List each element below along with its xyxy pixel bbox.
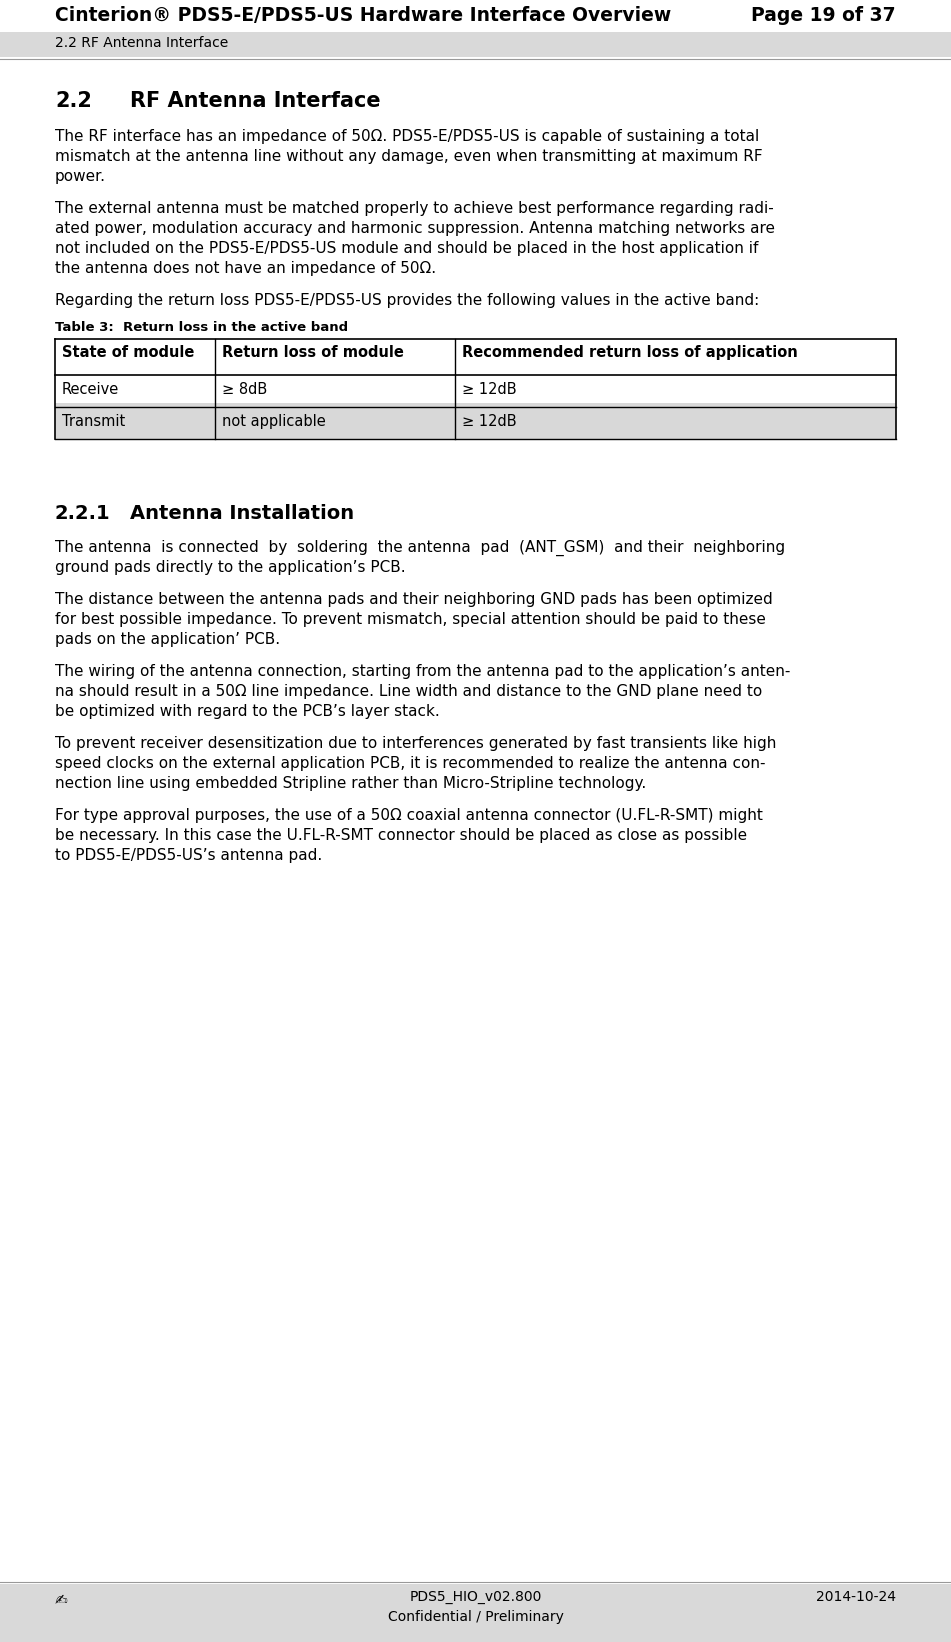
Text: be necessary. In this case the U.FL-R-SMT connector should be placed as close as: be necessary. In this case the U.FL-R-SM… (55, 828, 747, 842)
Text: pads on the application’ PCB.: pads on the application’ PCB. (55, 632, 281, 647)
Text: Cinterion® PDS5-E/PDS5-US Hardware Interface Overview: Cinterion® PDS5-E/PDS5-US Hardware Inter… (55, 7, 671, 25)
Text: ≥ 8dB: ≥ 8dB (222, 383, 267, 397)
Text: 2.2 RF Antenna Interface: 2.2 RF Antenna Interface (55, 36, 228, 49)
Text: To prevent receiver desensitization due to interferences generated by fast trans: To prevent receiver desensitization due … (55, 736, 776, 750)
Text: 2.2.1: 2.2.1 (55, 504, 110, 524)
Text: not applicable: not applicable (222, 414, 326, 429)
Text: ated power, modulation accuracy and harmonic suppression. Antenna matching netwo: ated power, modulation accuracy and harm… (55, 222, 775, 236)
Text: Page 19 of 37: Page 19 of 37 (751, 7, 896, 25)
Text: Return loss of module: Return loss of module (222, 345, 404, 360)
Text: Recommended return loss of application: Recommended return loss of application (462, 345, 798, 360)
Bar (55, 402, 896, 438)
Text: nection line using embedded Stripline rather than Micro-Stripline technology.: nection line using embedded Stripline ra… (55, 777, 647, 791)
Text: The external antenna must be matched properly to achieve best performance regard: The external antenna must be matched pro… (55, 200, 774, 217)
Text: Antenna Installation: Antenna Installation (130, 504, 354, 524)
Text: The wiring of the antenna connection, starting from the antenna pad to the appli: The wiring of the antenna connection, st… (55, 663, 790, 680)
Bar (0, 1585, 951, 1642)
Text: For type approval purposes, the use of a 50Ω coaxial antenna connector (U.FL-R-S: For type approval purposes, the use of a… (55, 808, 763, 823)
Text: speed clocks on the external application PCB, it is recommended to realize the a: speed clocks on the external application… (55, 755, 766, 772)
Text: State of module: State of module (62, 345, 194, 360)
Text: ≥ 12dB: ≥ 12dB (462, 383, 516, 397)
Text: ground pads directly to the application’s PCB.: ground pads directly to the application’… (55, 560, 406, 575)
Text: The RF interface has an impedance of 50Ω. PDS5-E/PDS5-US is capable of sustainin: The RF interface has an impedance of 50Ω… (55, 130, 759, 144)
Text: mismatch at the antenna line without any damage, even when transmitting at maxim: mismatch at the antenna line without any… (55, 149, 763, 164)
Text: Confidential / Preliminary: Confidential / Preliminary (388, 1611, 563, 1624)
Text: PDS5_HIO_v02.800: PDS5_HIO_v02.800 (409, 1589, 542, 1604)
Text: RF Antenna Interface: RF Antenna Interface (130, 90, 380, 112)
Text: Transmit: Transmit (62, 414, 126, 429)
Text: ✍: ✍ (55, 1593, 68, 1608)
Bar (0, 0, 951, 31)
Text: The antenna  is connected  by  soldering  the antenna  pad  (ANT_GSM)  and their: The antenna is connected by soldering th… (55, 540, 786, 557)
Text: to PDS5-E/PDS5-US’s antenna pad.: to PDS5-E/PDS5-US’s antenna pad. (55, 847, 322, 864)
Text: power.: power. (55, 169, 106, 184)
Text: 2014-10-24: 2014-10-24 (816, 1589, 896, 1604)
Text: Receive: Receive (62, 383, 119, 397)
Text: not included on the PDS5-E/PDS5-US module and should be placed in the host appli: not included on the PDS5-E/PDS5-US modul… (55, 241, 758, 256)
Text: Regarding the return loss PDS5-E/PDS5-US provides the following values in the ac: Regarding the return loss PDS5-E/PDS5-US… (55, 292, 759, 309)
Text: Table 3:  Return loss in the active band: Table 3: Return loss in the active band (55, 320, 348, 333)
Text: ≥ 12dB: ≥ 12dB (462, 414, 516, 429)
Text: The distance between the antenna pads and their neighboring GND pads has been op: The distance between the antenna pads an… (55, 593, 773, 608)
Text: the antenna does not have an impedance of 50Ω.: the antenna does not have an impedance o… (55, 261, 437, 276)
Text: for best possible impedance. To prevent mismatch, special attention should be pa: for best possible impedance. To prevent … (55, 612, 766, 627)
Text: na should result in a 50Ω line impedance. Line width and distance to the GND pla: na should result in a 50Ω line impedance… (55, 685, 763, 699)
Text: be optimized with regard to the PCB’s layer stack.: be optimized with regard to the PCB’s la… (55, 704, 439, 719)
Text: 2.2: 2.2 (55, 90, 92, 112)
Bar (0, 31, 951, 57)
